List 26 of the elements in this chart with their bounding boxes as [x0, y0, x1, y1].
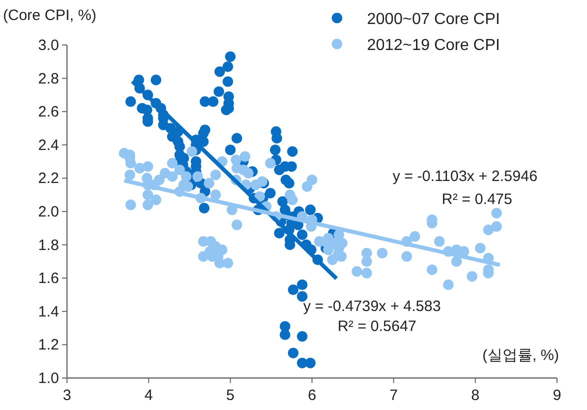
y-tick-label: 2.6 — [38, 104, 59, 121]
y-tick-label: 1.4 — [38, 303, 59, 320]
annotation: y = -0.4739x + 4.583 — [303, 298, 441, 315]
x-axis-title: (실업률, %) — [482, 347, 559, 364]
x-tick-label: 6 — [308, 387, 316, 404]
annotation: R² = 0.5647 — [338, 318, 416, 335]
y-tick-label: 1.2 — [38, 336, 59, 354]
legend-label: 2012~19 Core CPI — [367, 37, 500, 54]
y-tick-label: 3.0 — [38, 37, 59, 54]
legend-label: 2000~07 Core CPI — [367, 11, 500, 28]
x-tick-label: 5 — [226, 387, 235, 404]
annotation: y = -0.1103x + 2.5946 — [392, 168, 538, 185]
y-tick-label: 2.4 — [38, 136, 59, 154]
x-tick-label: 8 — [471, 387, 480, 404]
y-tick-label: 1.6 — [38, 270, 59, 288]
y-axis-title: (Core CPI, %) — [3, 7, 96, 24]
x-tick-label: 4 — [144, 387, 153, 404]
y-tick-label: 2.2 — [38, 170, 59, 188]
y-tick-label: 1.0 — [38, 370, 59, 387]
x-tick-label: 7 — [389, 387, 398, 404]
y-tick-label: 2.0 — [38, 204, 59, 220]
x-tick-label: 3 — [62, 387, 72, 404]
y-tick-label: 2.8 — [38, 70, 59, 88]
annotation: R² = 0.475 — [442, 191, 512, 208]
x-tick-label: 9 — [552, 387, 562, 404]
y-tick-label: 1.8 — [38, 236, 59, 254]
